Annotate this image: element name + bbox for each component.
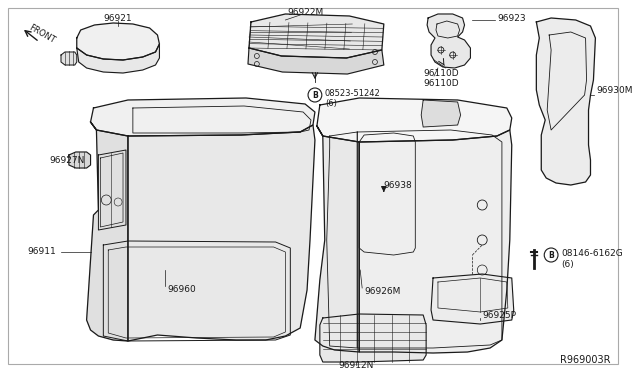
Polygon shape xyxy=(421,100,461,127)
Circle shape xyxy=(544,248,558,262)
Polygon shape xyxy=(128,125,315,341)
Text: 96938: 96938 xyxy=(384,180,413,189)
Text: 96923: 96923 xyxy=(497,13,525,22)
Polygon shape xyxy=(86,122,128,341)
Text: 96926M: 96926M xyxy=(364,288,401,296)
Text: 96912N: 96912N xyxy=(339,362,374,371)
Text: 96110D: 96110D xyxy=(423,68,459,77)
Polygon shape xyxy=(320,314,426,362)
Polygon shape xyxy=(249,14,384,58)
Polygon shape xyxy=(431,274,514,324)
Text: 08523-51242: 08523-51242 xyxy=(324,89,381,97)
Text: 96930M: 96930M xyxy=(596,86,633,94)
Polygon shape xyxy=(90,98,315,136)
Polygon shape xyxy=(427,14,470,68)
Text: 96927N: 96927N xyxy=(49,155,84,164)
Text: 96922M: 96922M xyxy=(287,7,323,16)
Text: (6): (6) xyxy=(324,99,337,108)
Circle shape xyxy=(308,88,322,102)
Text: (6): (6) xyxy=(561,260,573,269)
Polygon shape xyxy=(317,98,512,142)
Text: 08146-6162G: 08146-6162G xyxy=(561,248,623,257)
Text: 96960: 96960 xyxy=(167,285,196,295)
Text: FRONT: FRONT xyxy=(28,23,57,45)
Polygon shape xyxy=(248,48,384,74)
Text: 96921: 96921 xyxy=(104,13,132,22)
Text: B: B xyxy=(548,250,554,260)
Polygon shape xyxy=(77,44,159,73)
Polygon shape xyxy=(61,52,77,65)
Text: 96110D: 96110D xyxy=(423,78,459,87)
Polygon shape xyxy=(359,130,512,353)
Polygon shape xyxy=(69,152,90,168)
Polygon shape xyxy=(536,18,595,185)
Polygon shape xyxy=(77,23,159,60)
Text: 96911: 96911 xyxy=(28,247,56,257)
Text: 96925P: 96925P xyxy=(482,311,516,321)
Polygon shape xyxy=(315,126,359,352)
Text: B: B xyxy=(312,90,318,99)
Text: R969003R: R969003R xyxy=(559,355,610,365)
